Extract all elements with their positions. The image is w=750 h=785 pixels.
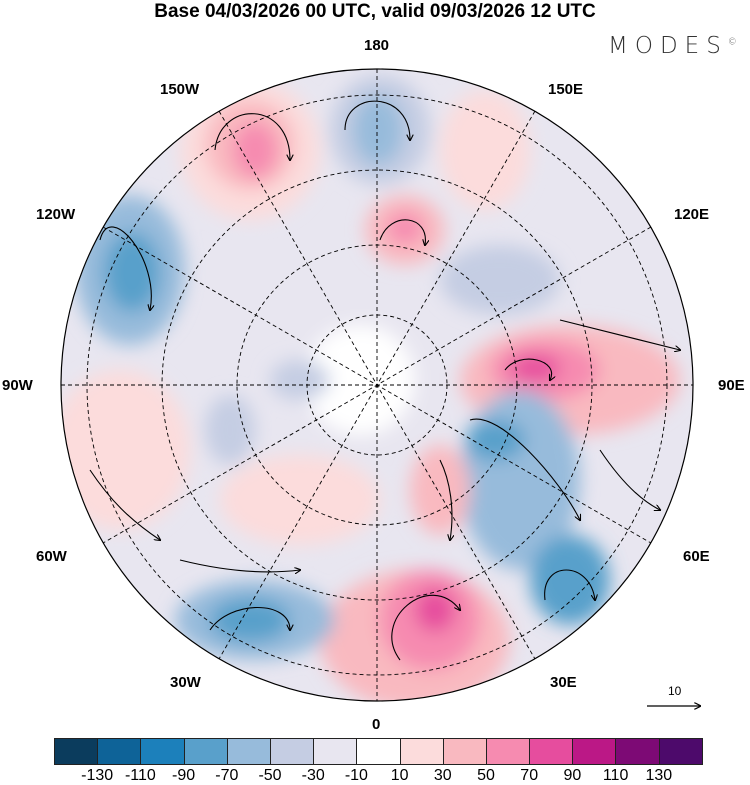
- lon-label-30e: 30E: [550, 674, 577, 691]
- colorbar-tick-label: 130: [645, 767, 673, 784]
- colorbar-tick-label: 70: [520, 767, 539, 784]
- colorbar-swatch: [357, 739, 401, 764]
- lon-label-120w: 120W: [36, 206, 76, 223]
- colorbar-swatch: [227, 739, 271, 764]
- colorbar-swatch: [443, 739, 487, 764]
- lon-label-60e: 60E: [683, 548, 710, 565]
- colorbar-swatch: [616, 739, 660, 764]
- colorbar-tick-label: -110: [124, 767, 156, 784]
- colorbar-tick-label: -90: [172, 767, 196, 784]
- wind-streamlines: [89, 100, 680, 661]
- colorbar-tick-label: 10: [390, 767, 409, 784]
- lon-label-150e: 150E: [548, 81, 584, 98]
- logo-copyright: ©: [727, 37, 737, 48]
- colorbar-tick-label: -70: [215, 767, 239, 784]
- map-title: Base 04/03/2026 00 UTC, valid 09/03/2026…: [154, 1, 596, 22]
- colorbar-tick-label: -130: [81, 767, 114, 784]
- colorbar-tick-label: -10: [344, 767, 368, 784]
- colorbar-swatch: [141, 739, 185, 764]
- anomaly-field: [61, 69, 693, 701]
- colorbar-tick-label: 30: [433, 767, 452, 784]
- lon-label-60w: 60W: [36, 548, 67, 565]
- reference-vector-label: 10: [668, 684, 682, 698]
- colorbar-tick-label: 50: [477, 767, 495, 784]
- colorbar-swatch: [314, 739, 358, 764]
- colorbar-swatch: [486, 739, 531, 764]
- colorbar-swatch: [530, 739, 574, 764]
- colorbar-swatch: [55, 739, 99, 764]
- lon-label-180: 180: [364, 37, 390, 54]
- colorbar-tick-label: -30: [301, 767, 325, 784]
- colorbar-swatch: [184, 739, 228, 764]
- graticule: [61, 69, 693, 701]
- lon-label-90w: 90W: [2, 377, 33, 394]
- lon-label-30w: 30W: [170, 674, 201, 691]
- lon-label-0: 0: [372, 716, 381, 733]
- map-border: [60, 68, 694, 702]
- colorbar-swatch: [573, 739, 617, 764]
- colorbar-tick-label: 110: [602, 767, 629, 784]
- colorbar-tick-label: 90: [563, 767, 582, 784]
- lon-label-90e: 90E: [718, 377, 745, 394]
- colorbar-swatch: [659, 739, 702, 764]
- logo-text: MODES: [608, 33, 728, 59]
- lon-label-120e: 120E: [674, 206, 710, 223]
- colorbar-swatch: [98, 739, 142, 764]
- colorbar-swatch: [270, 739, 315, 764]
- modes-logo: MODES©: [608, 33, 737, 59]
- lon-label-150w: 150W: [160, 81, 200, 98]
- colorbar-swatch: [400, 739, 444, 764]
- colorbar: [54, 738, 703, 765]
- colorbar-tick-label: -50: [258, 767, 282, 784]
